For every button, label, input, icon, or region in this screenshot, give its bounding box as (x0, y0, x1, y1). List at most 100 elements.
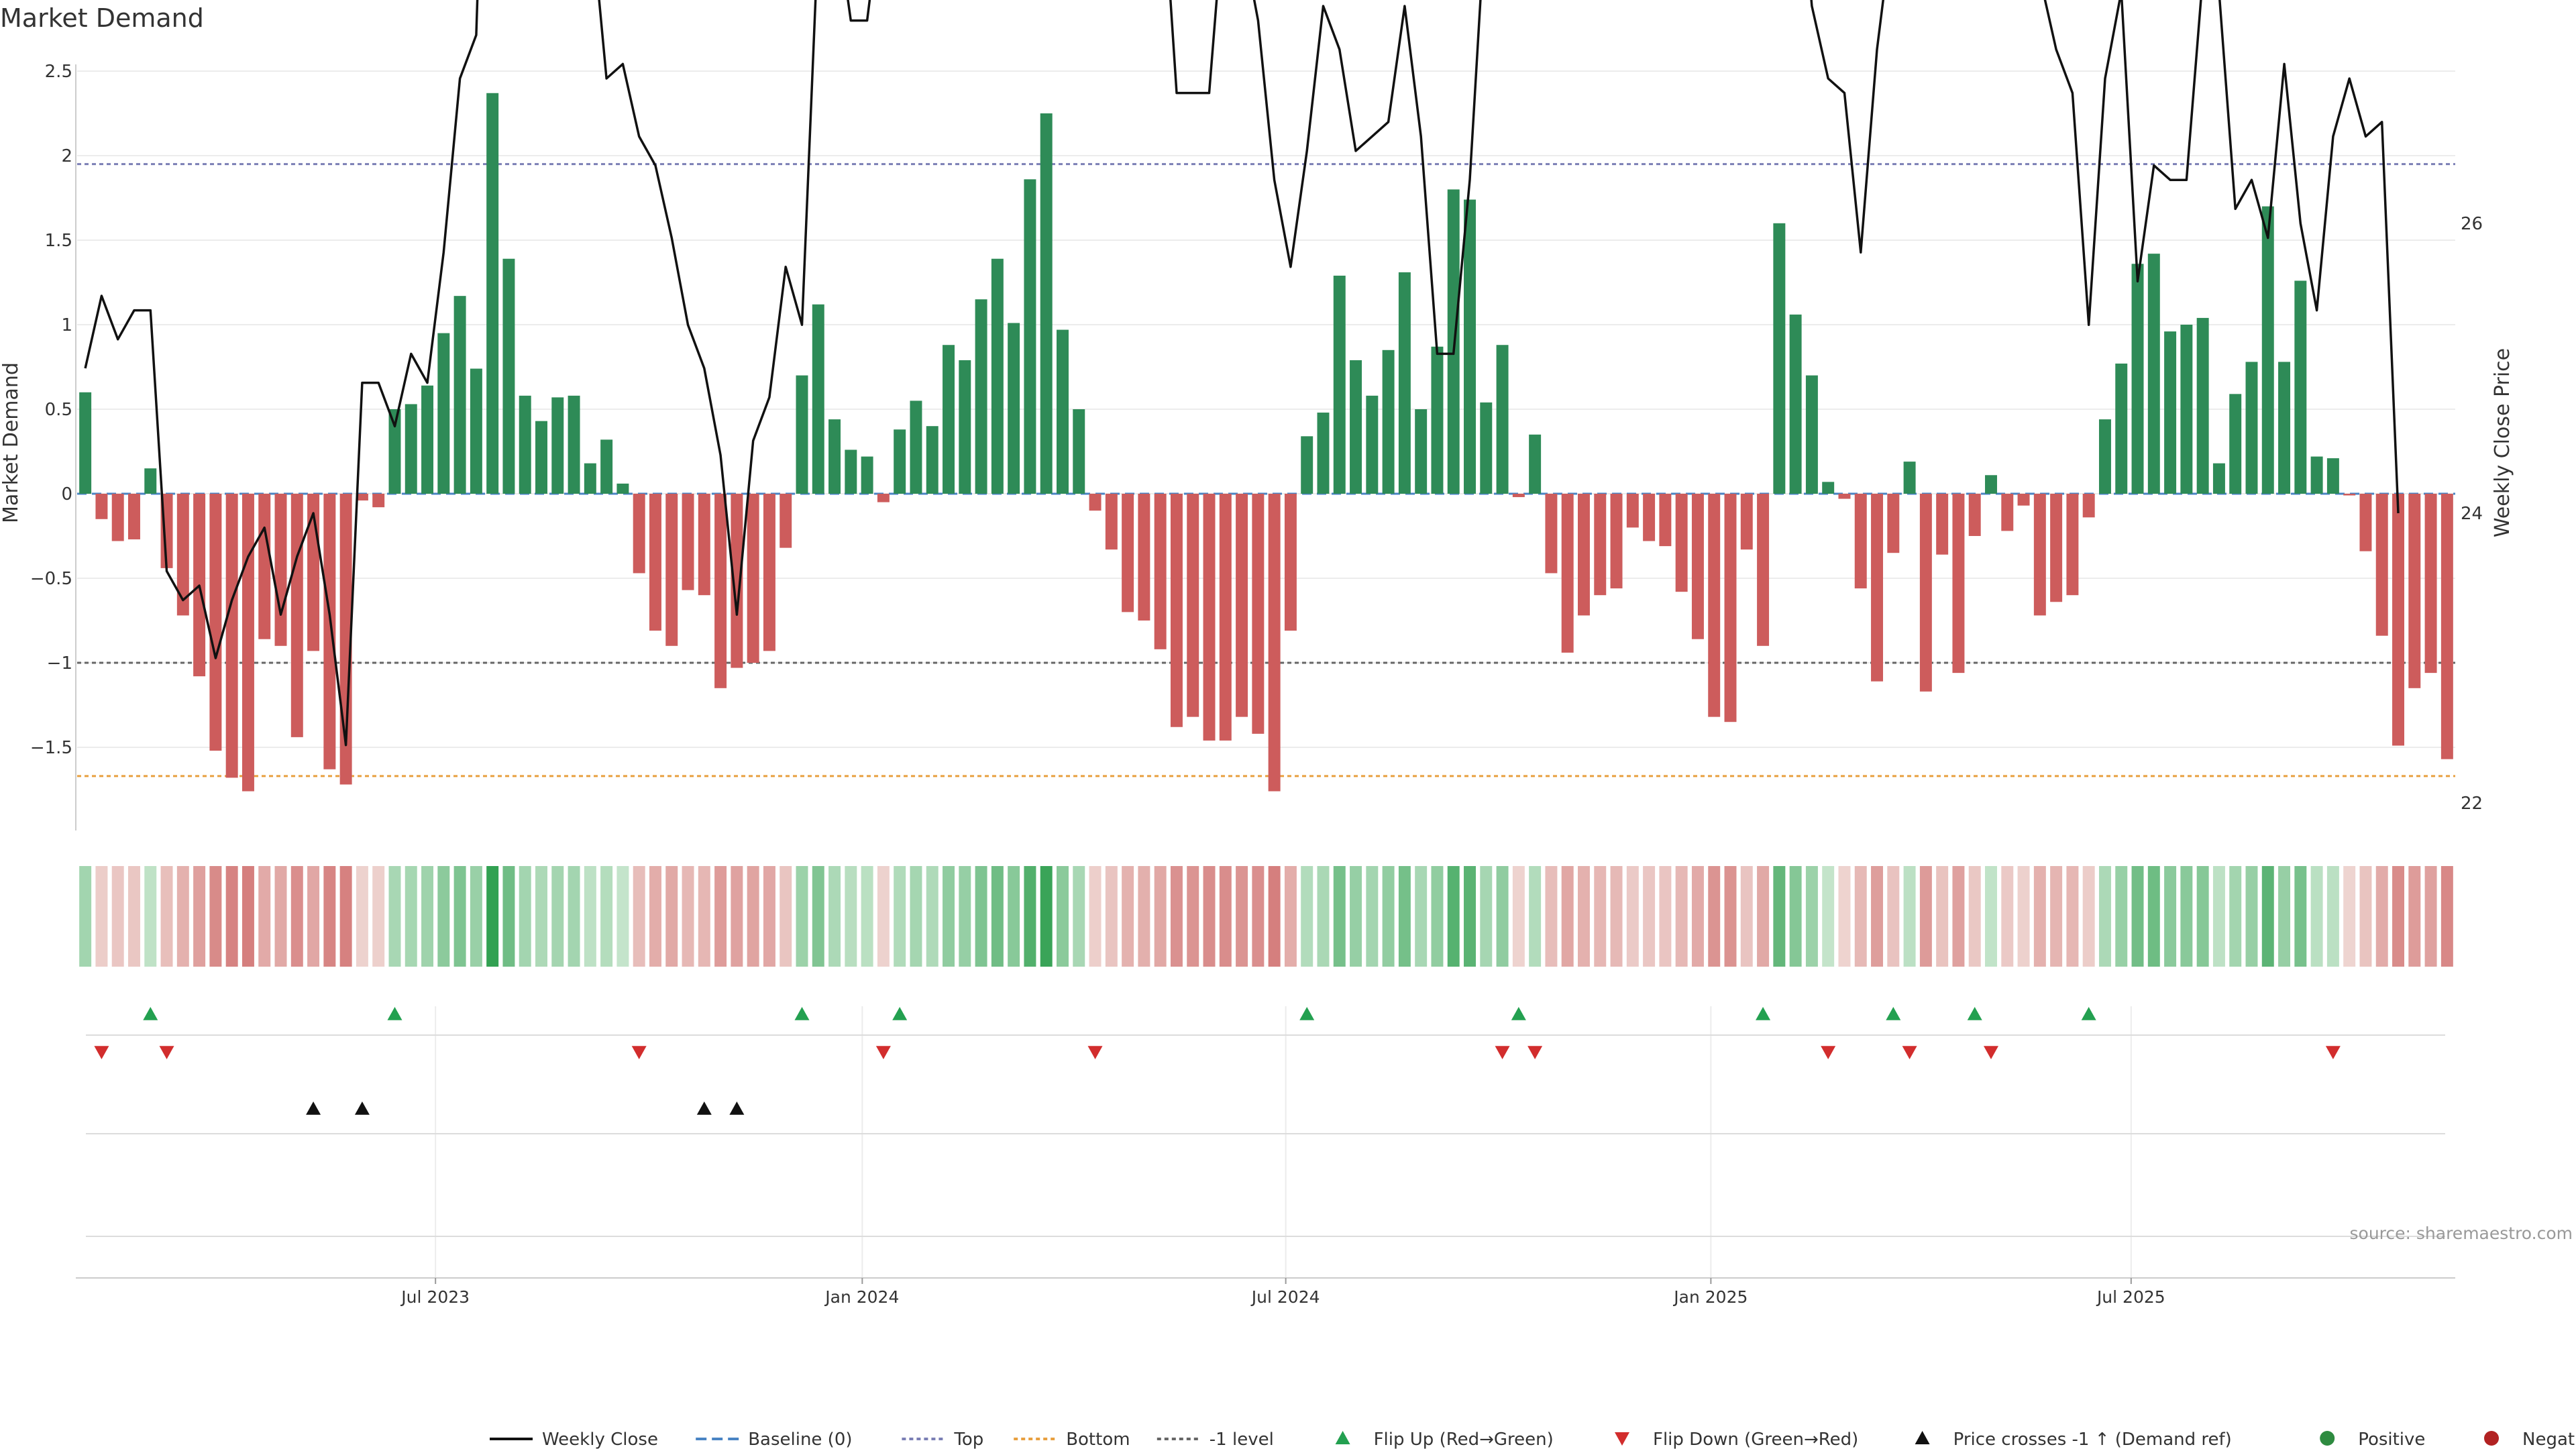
demand-bar (1577, 494, 1590, 616)
heatmap-cell (2017, 866, 2030, 967)
heatmap-cell (2033, 866, 2046, 967)
demand-bar (1561, 494, 1574, 653)
flip-up-marker (387, 1007, 402, 1020)
demand-bar (1545, 494, 1558, 574)
demand-bar (2343, 494, 2356, 496)
flip-up-marker (2081, 1007, 2096, 1020)
demand-bar (2310, 456, 2323, 494)
heatmap-cell (1122, 866, 1134, 967)
heatmap-cell (1757, 866, 1770, 967)
demand-bar (1431, 346, 1444, 494)
heatmap-cell (2082, 866, 2095, 967)
demand-bar (2326, 458, 2339, 494)
demand-bar (1089, 494, 1102, 511)
demand-bar (1610, 494, 1623, 589)
demand-bar (1838, 494, 1851, 499)
demand-bar (1105, 494, 1118, 550)
demand-bar (111, 494, 124, 541)
demand-bar (1333, 275, 1346, 494)
demand-bar (356, 494, 368, 501)
demand-bar (1529, 434, 1542, 494)
heatmap-cell (127, 866, 140, 967)
demand-bar (372, 494, 385, 508)
heatmap-cell (1366, 866, 1379, 967)
demand-bar (95, 494, 108, 519)
demand-bar (1512, 494, 1525, 498)
demand-bar (665, 494, 678, 646)
heatmap-cell (1887, 866, 1900, 967)
heatmap-cell (1480, 866, 1493, 967)
legend-label: Price crosses -1 ↑ (Demand ref) (1953, 1430, 2232, 1449)
flip-up-marker (143, 1007, 158, 1020)
heatmap-cell (1138, 866, 1150, 967)
demand-bar (1887, 494, 1900, 553)
demand-bar (1464, 199, 1476, 494)
heatmap-cell (502, 866, 515, 967)
heatmap-cell (2147, 866, 2160, 967)
demand-bar (926, 426, 938, 494)
heatmap-cell (1854, 866, 1867, 967)
heatmap-cell (894, 866, 906, 967)
demand-bar (274, 494, 287, 646)
heatmap-cell (290, 866, 303, 967)
demand-bar (1675, 494, 1688, 592)
flip-up-marker (1886, 1007, 1901, 1020)
demand-bar (388, 409, 401, 494)
legend-swatch (2320, 1431, 2335, 1446)
heatmap-cell (2310, 866, 2323, 967)
demand-bar (225, 494, 238, 778)
demand-bar (1024, 179, 1036, 494)
heatmap-cell (1447, 866, 1460, 967)
heatmap-cell (95, 866, 108, 967)
heatmap-cell (1057, 866, 1069, 967)
heatmap-cell (2424, 866, 2437, 967)
demand-bar (241, 494, 254, 792)
chart-title: Market Demand (0, 3, 204, 33)
flip-down-marker (1983, 1046, 1998, 1059)
demand-bar (2278, 362, 2291, 494)
demand-bar (453, 296, 466, 494)
demand-bar (2212, 463, 2225, 494)
demand-bar (1643, 494, 1656, 541)
heatmap-cell (209, 866, 222, 967)
demand-bar (486, 93, 499, 494)
flip-up-marker (892, 1007, 908, 1020)
heatmap-cell (339, 866, 352, 967)
heatmap-cell (388, 866, 401, 967)
heatmap-cell (1073, 866, 1085, 967)
heatmap-cell (551, 866, 564, 967)
demand-bar (1757, 494, 1770, 646)
demand-bar (1626, 494, 1639, 528)
demand-bar (2294, 280, 2307, 494)
price-cross-marker (354, 1102, 370, 1115)
heatmap-cell (111, 866, 124, 967)
heatmap-cell (486, 866, 499, 967)
heatmap-cell (1561, 866, 1574, 967)
heatmap-cell (616, 866, 629, 967)
y-tick-label: 1 (61, 315, 72, 335)
heatmap-cell (1805, 866, 1818, 967)
demand-bar (2164, 331, 2177, 494)
demand-bar (1268, 494, 1281, 792)
heatmap-cell (812, 866, 824, 967)
event-marker-panels (86, 1007, 2445, 1237)
heatmap-cell (2375, 866, 2388, 967)
demand-bar (633, 494, 645, 574)
heatmap-cell (1610, 866, 1623, 967)
heatmap-cell (2278, 866, 2291, 967)
heatmap-cell (1203, 866, 1216, 967)
demand-bar (763, 494, 775, 651)
demand-bar (2359, 494, 2372, 551)
heatmap-cell (731, 866, 743, 967)
legend-label: Positive (2358, 1430, 2425, 1449)
legend-label: Negative (2522, 1430, 2576, 1449)
heatmap-cell (1740, 866, 1753, 967)
demand-bar (2392, 494, 2405, 746)
heatmap-cell (1708, 866, 1721, 967)
x-tick-label: Jan 2025 (1672, 1287, 1748, 1307)
demand-bar (910, 400, 922, 494)
demand-bar (2245, 362, 2258, 494)
flip-up-marker (1967, 1007, 1982, 1020)
demand-bar (1415, 409, 1428, 494)
